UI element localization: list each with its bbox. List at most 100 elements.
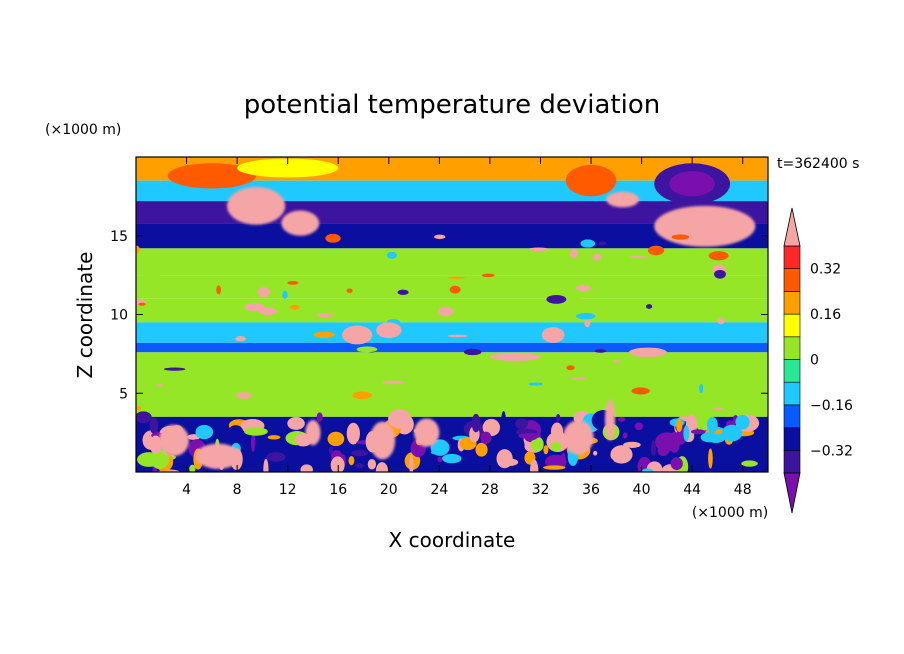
y-tick-label-10: 10 <box>110 308 128 324</box>
upper-patch-2 <box>565 164 617 197</box>
bl-swirl-57 <box>617 417 626 422</box>
mid-patch-10 <box>356 346 378 353</box>
mid-patch-63 <box>712 407 724 410</box>
warm-plume-3 <box>606 191 640 208</box>
x-tick-label-16: 16 <box>329 482 347 498</box>
bl-swirl-110 <box>593 450 598 456</box>
mid-lens-5 <box>438 306 454 317</box>
bl-plume-1 <box>195 443 241 469</box>
mid-patch-23 <box>699 383 704 394</box>
bl-swirl-159 <box>330 456 345 472</box>
bl-swirl-58 <box>750 436 765 456</box>
mid-patch-29 <box>671 234 690 240</box>
layer-band-4 <box>136 248 768 276</box>
bl-swirl-83 <box>390 462 403 472</box>
mid-patch-27 <box>584 318 591 328</box>
mid-lens-3 <box>628 347 667 358</box>
bl-swirl-128 <box>707 416 718 434</box>
x-axis-label: X coordinate <box>389 528 516 552</box>
x-ticks: 4 8 12 16 20 24 28 32 36 40 44 48 <box>182 157 752 498</box>
colorbar-box-7 <box>783 291 801 315</box>
warm-plume-2 <box>654 205 756 247</box>
mid-patch-34 <box>713 371 720 378</box>
mid-lens-1 <box>376 322 402 339</box>
warm-plume-0 <box>227 186 286 225</box>
mid-patch-61 <box>244 302 265 312</box>
mid-patch-39 <box>282 290 288 299</box>
bl-swirl-135 <box>530 459 539 472</box>
bl-swirl-153 <box>150 449 170 470</box>
bl-swirl-139 <box>700 432 719 443</box>
bl-swirl-14 <box>351 449 369 457</box>
bl-swirl-140 <box>691 429 706 435</box>
colorbar: 0.32 0.16 0 −0.16 −0.32 <box>783 207 853 514</box>
bl-swirl-68 <box>409 454 414 472</box>
bl-swirl-141 <box>430 450 445 455</box>
bl-plume-2 <box>369 421 396 460</box>
mid-patch-19 <box>708 251 729 261</box>
bl-swirl-84 <box>375 462 389 472</box>
x-tick-label-36: 36 <box>582 482 600 498</box>
mid-patch-45 <box>397 289 409 295</box>
mid-patch-50 <box>136 405 142 410</box>
mid-patch-30 <box>287 280 299 285</box>
mid-patch-55 <box>749 328 768 339</box>
bl-swirl-63 <box>346 422 360 445</box>
bl-plume-4 <box>563 420 594 455</box>
x-tick-label-40: 40 <box>633 482 651 498</box>
bl-swirl-115 <box>543 465 566 470</box>
bl-swirl-89 <box>328 446 334 455</box>
bl-swirl-121 <box>354 463 364 469</box>
mid-patch-36 <box>411 376 425 384</box>
bl-swirl-102 <box>250 433 256 452</box>
bl-swirl-152 <box>670 457 683 471</box>
bl-swirl-91 <box>195 424 214 440</box>
colorbar-box-1 <box>783 427 801 451</box>
mid-patch-15 <box>289 304 300 310</box>
bl-swirl-132 <box>683 425 690 442</box>
bl-swirl-123 <box>515 418 529 430</box>
mid-patch-35 <box>481 273 495 278</box>
bl-swirl-142 <box>735 414 750 430</box>
bl-swirl-156 <box>149 435 162 454</box>
mid-patch-65 <box>570 377 586 380</box>
mid-patch-18 <box>528 382 543 386</box>
bl-swirl-79 <box>513 464 533 472</box>
bl-swirl-150 <box>655 432 679 452</box>
mid-patch-47 <box>717 317 725 325</box>
time-label: t=362400 s <box>777 156 859 172</box>
bl-swirl-55 <box>266 452 286 462</box>
mid-patch-49 <box>434 234 446 240</box>
colorbar-box-6 <box>783 313 801 338</box>
mid-lens-2 <box>541 327 565 343</box>
layer-band-8 <box>136 342 768 353</box>
mid-patch-67 <box>580 239 596 248</box>
bl-swirl-151 <box>243 427 268 436</box>
bl-plume-0 <box>158 424 190 457</box>
bl-swirl-114 <box>348 456 355 466</box>
mid-lens-0 <box>342 325 373 345</box>
plot-area <box>136 157 768 472</box>
bl-swirl-53 <box>543 445 549 455</box>
x-tick-label-44: 44 <box>683 482 701 498</box>
bl-swirl-111 <box>556 414 561 422</box>
bl-swirl-71 <box>189 464 196 472</box>
mid-patch-11 <box>235 336 246 342</box>
bl-swirl-124 <box>622 432 628 439</box>
mid-patch-44 <box>257 287 270 298</box>
bl-swirl-20 <box>287 416 305 430</box>
warm-plume-1 <box>281 210 320 236</box>
colorbar-tick-label-0: 0.32 <box>810 262 841 278</box>
chart-title: potential temperature deviation <box>244 90 660 120</box>
bl-swirl-67 <box>650 440 657 456</box>
mid-patch-7 <box>313 331 335 338</box>
bl-swirl-74 <box>475 442 488 457</box>
bl-swirl-146 <box>228 425 244 438</box>
colorbar-box-4 <box>783 359 801 383</box>
bl-swirl-99 <box>550 422 564 441</box>
colorbar-box-0 <box>783 449 801 474</box>
mid-patch-54 <box>546 294 567 304</box>
mid-lens-4 <box>489 353 541 361</box>
bl-swirl-54 <box>149 417 159 434</box>
colorbar-tick-label-4: −0.32 <box>810 443 853 459</box>
